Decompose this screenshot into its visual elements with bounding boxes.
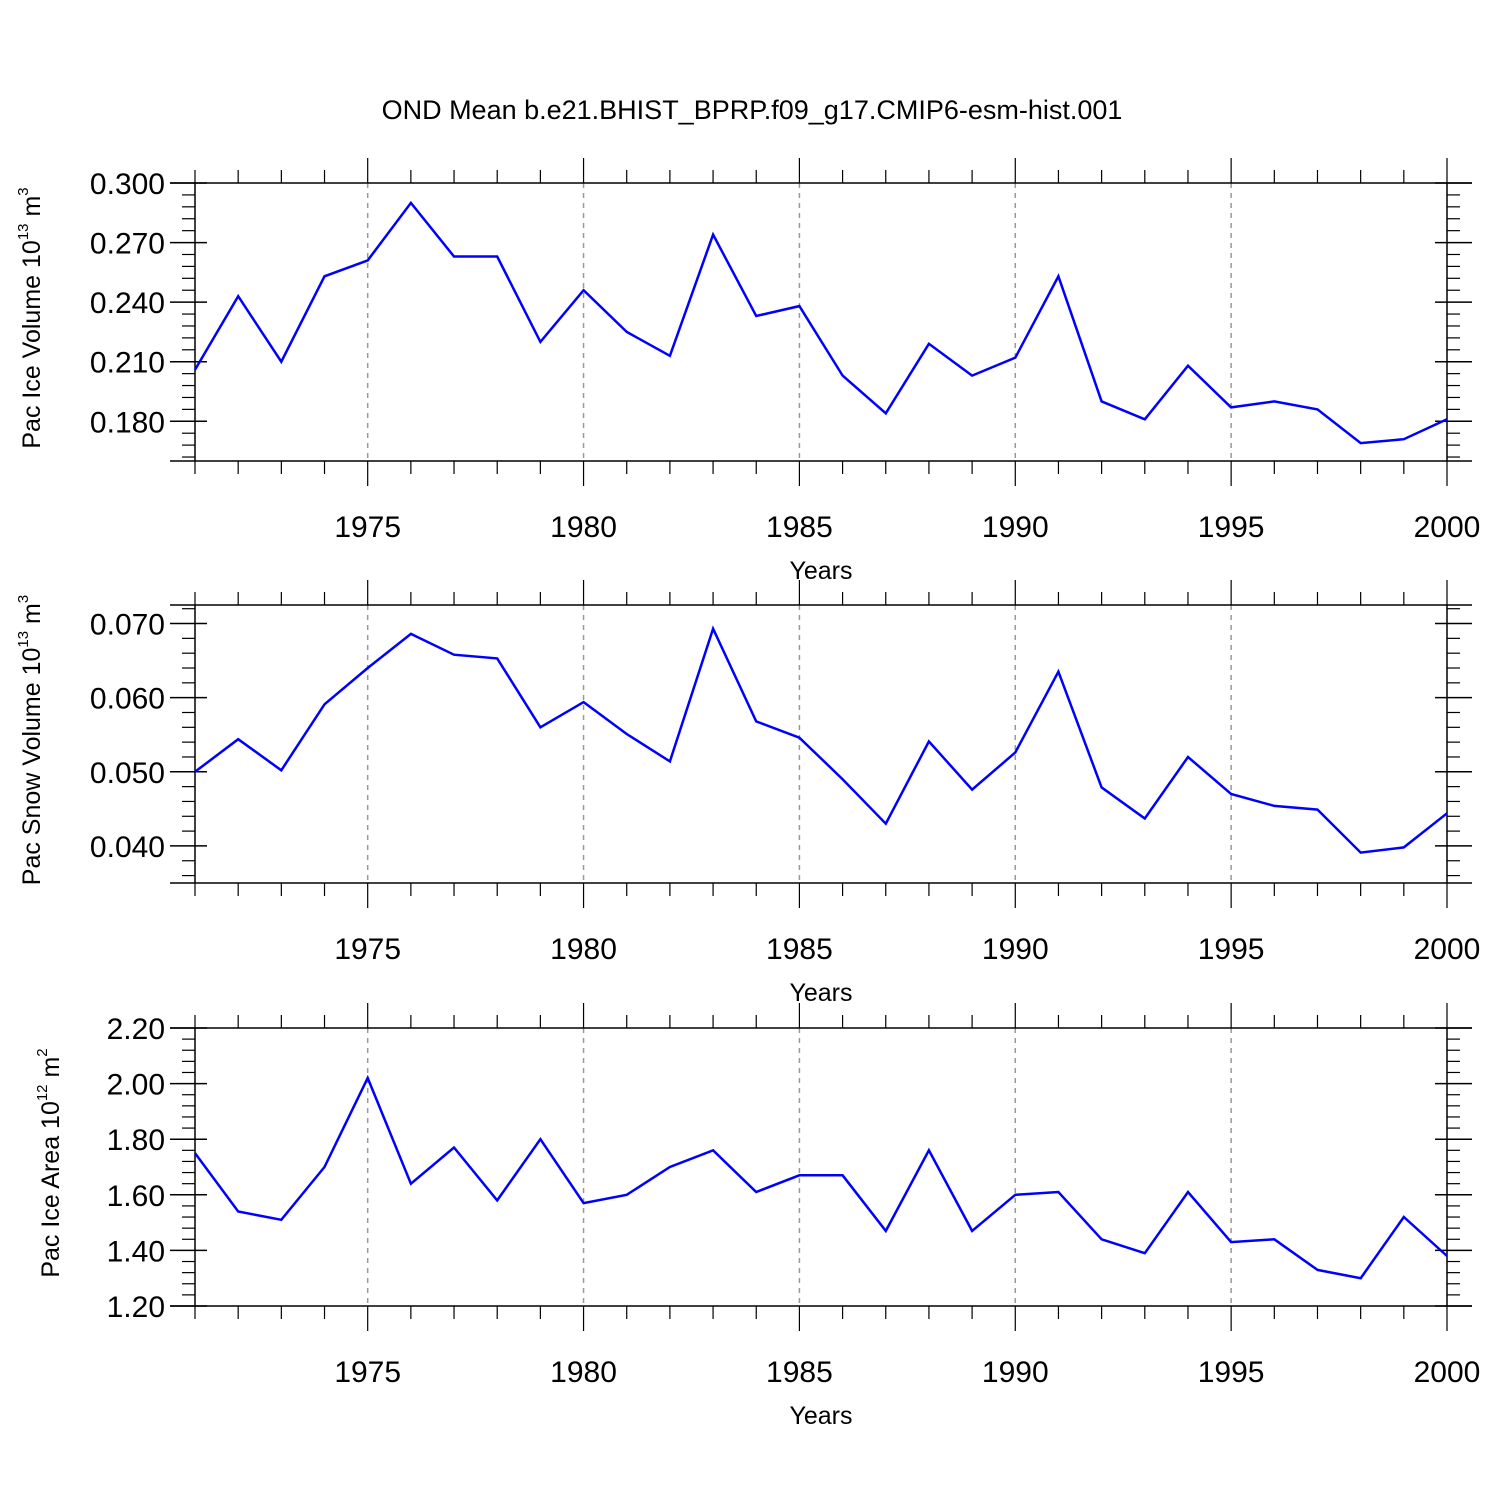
- y-tick-label: 1.80: [107, 1124, 165, 1157]
- y-tick-label: 0.040: [90, 831, 165, 864]
- x-axis-label: Years: [789, 979, 852, 1007]
- y-tick-label: 2.00: [107, 1069, 165, 1102]
- x-tick-label: 1975: [334, 1356, 401, 1389]
- x-tick-label: 1985: [766, 511, 833, 544]
- figure-title: OND Mean b.e21.BHIST_BPRP.f09_g17.CMIP6-…: [382, 95, 1123, 125]
- x-tick-label: 1990: [982, 511, 1049, 544]
- x-tick-label: 1990: [982, 933, 1049, 966]
- x-axis-label: Years: [789, 1402, 852, 1430]
- x-tick-label: 1990: [982, 1356, 1049, 1389]
- x-tick-label: 1995: [1198, 1356, 1265, 1389]
- x-tick-label: 1980: [550, 1356, 617, 1389]
- series-line: [193, 200, 1448, 445]
- y-axis-label: Pac Ice Area 1012 m2: [34, 1048, 65, 1277]
- x-tick-label: 1985: [766, 1356, 833, 1389]
- y-tick-label: 0.240: [90, 287, 165, 320]
- y-tick-label: 0.050: [90, 757, 165, 790]
- y-axis-label: Pac Snow Volume 1013 m3: [15, 595, 46, 885]
- x-tick-label: 1975: [334, 511, 401, 544]
- y-tick-label: 0.210: [90, 347, 165, 380]
- chart-panel-3: 1.20 1.40 1.60 1.80 2.00 2.20 1975 1980 1985 1990…: [34, 1003, 1480, 1430]
- x-tick-label: 1980: [550, 933, 617, 966]
- panels: 0.180 0.210 0.240 0.270 0.300 1975 1980 1985 199…: [15, 158, 1480, 1430]
- y-tick-label: 1.20: [107, 1291, 165, 1324]
- series-line: [194, 625, 1448, 854]
- y-tick-label: 0.070: [90, 609, 165, 642]
- y-tick-label: 1.60: [107, 1180, 165, 1213]
- x-tick-label: 1985: [766, 933, 833, 966]
- y-tick-label: 0.300: [90, 168, 165, 201]
- series-line: [193, 1074, 1448, 1280]
- chart-panel-1: 0.180 0.210 0.240 0.270 0.300 1975 1980 1985 199…: [15, 158, 1480, 585]
- x-tick-label: 2000: [1414, 1356, 1481, 1389]
- chart-panel-2: 0.040 0.050 0.060 0.070 1975 1980 1985 1990 1995…: [15, 580, 1480, 1007]
- x-tick-label: 1995: [1198, 933, 1265, 966]
- y-tick-label: 0.180: [90, 406, 165, 439]
- y-tick-label: 2.20: [107, 1013, 165, 1046]
- x-tick-label: 1975: [334, 933, 401, 966]
- y-axis-label: Pac Ice Volume 1013 m3: [15, 187, 46, 448]
- x-tick-label: 2000: [1414, 511, 1481, 544]
- y-tick-label: 0.060: [90, 683, 165, 716]
- y-tick-label: 1.40: [107, 1235, 165, 1268]
- y-tick-label: 0.270: [90, 228, 165, 261]
- x-tick-label: 1995: [1198, 511, 1265, 544]
- x-tick-label: 1980: [550, 511, 617, 544]
- x-tick-label: 2000: [1414, 933, 1481, 966]
